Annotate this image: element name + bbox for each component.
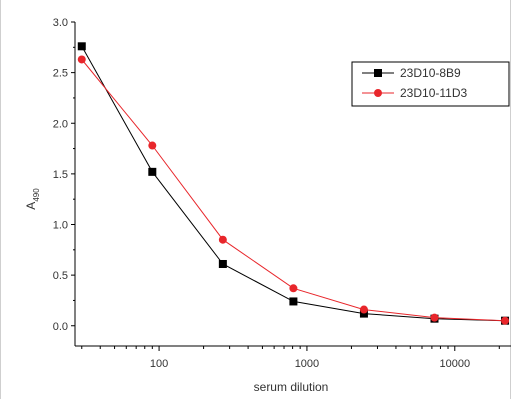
y-tick-label: 2.5 [53,68,68,80]
data-point-series-2 [77,55,86,64]
x-tick-label: 100 [150,358,168,370]
data-point-series-2 [501,316,510,325]
legend-label-series-2: 23D10-11D3 [400,86,467,100]
data-point-series-2 [218,235,227,244]
x-axis-label: serum dilution [254,380,329,394]
data-point-series-1 [218,259,227,268]
series-markers [77,42,510,325]
y-tick-label: 2.0 [53,118,68,130]
legend-label-series-1: 23D10-8B9 [400,66,461,80]
y-axis-label-main: A [24,202,38,210]
data-point-series-1 [148,167,157,176]
data-point-series-1 [359,309,368,318]
data-point-series-2 [148,141,157,150]
y-tick-label: 1.0 [53,220,68,232]
axes: 0.0 0.5 1.0 1.5 2.0 2.5 3.0 100 1000 10000 [53,17,511,370]
y-axis-label: A490 [24,188,41,210]
y-tick-label: 3.0 [53,17,68,29]
legend-square-marker-icon [374,69,382,77]
legend: 23D10-8B9 23D10-11D3 [351,61,510,107]
y-tick-label: 0.5 [53,270,68,282]
data-point-series-2 [359,305,368,314]
y-tick-label: 0.0 [53,321,68,333]
data-point-series-1 [77,42,86,51]
data-point-series-2 [289,284,298,293]
legend-circle-marker-icon [374,89,382,97]
y-tick-label: 1.5 [53,169,68,181]
x-tick-label: 10000 [439,358,470,370]
y-axis-label-subscript: 490 [32,188,41,202]
x-tick-label: 1000 [295,358,319,370]
data-point-series-1 [289,297,298,306]
data-point-series-2 [430,313,439,322]
